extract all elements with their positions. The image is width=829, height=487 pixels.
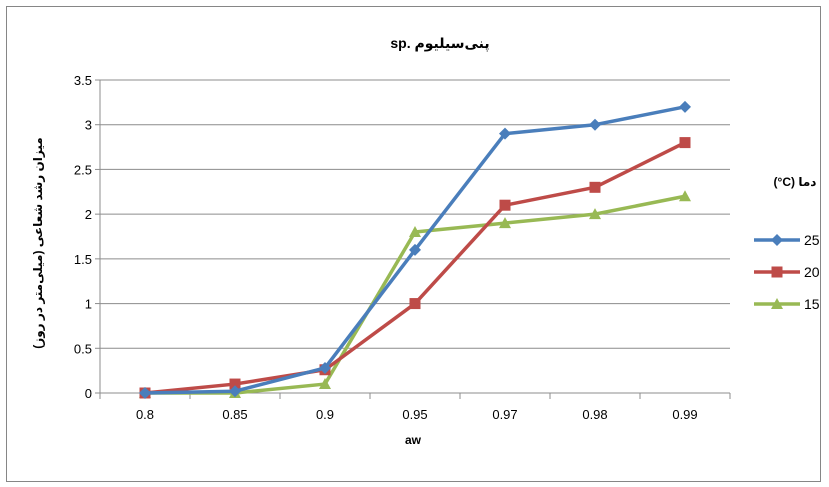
y-tick-label: 1.5: [74, 252, 92, 267]
y-tick-label: 0: [85, 386, 92, 401]
x-tick-label: 0.99: [672, 407, 697, 422]
series-20: [139, 137, 691, 399]
legend-title: دما (C°): [774, 175, 817, 189]
legend-label: 15: [804, 296, 820, 312]
data-point: [499, 127, 511, 140]
legend-marker: [771, 266, 783, 278]
x-tick-labels: 0.8 0.85 0.9 0.95 0.97 0.98 0.99: [136, 407, 698, 422]
data-point: [409, 298, 421, 310]
x-tick-label: 0.98: [582, 407, 607, 422]
chart-frame: [6, 6, 821, 482]
data-point: [499, 217, 511, 229]
data-point: [229, 385, 241, 398]
data-point: [409, 243, 421, 256]
x-tick-label: 0.85: [222, 407, 247, 422]
data-point: [679, 100, 691, 113]
data-point: [679, 137, 691, 149]
legend-item-20: 20: [754, 264, 820, 280]
series-25: [139, 100, 691, 399]
legend-item-25: 25: [754, 232, 820, 248]
legend: دما (C°) 25 20 15: [754, 175, 820, 312]
data-point: [499, 199, 511, 211]
series-line: [145, 194, 686, 395]
data-point: [409, 226, 421, 238]
y-tick-label: 0.5: [74, 341, 92, 356]
data-point: [589, 181, 601, 193]
x-tick-label: 0.95: [402, 407, 427, 422]
legend-label: 25: [804, 232, 820, 248]
data-point: [139, 387, 151, 399]
data-point: [589, 208, 601, 220]
data-point: [319, 361, 331, 374]
y-tick-label: 2.5: [74, 162, 92, 177]
x-tick-label: 0.97: [492, 407, 517, 422]
legend-marker: [771, 234, 783, 246]
y-tick-label: 2: [85, 207, 92, 222]
chart-title: پنی‌سیلیوم .sp: [390, 35, 489, 52]
series-lines: [139, 100, 691, 399]
legend-item-15: 15: [754, 296, 820, 312]
x-tick-label: 0.8: [136, 407, 154, 422]
y-tick-label: 1: [85, 297, 92, 312]
data-point: [229, 378, 241, 390]
y-axis-label: میزان رشد شعاعی (میلی‌متر در روز): [31, 137, 46, 348]
y-tick-label: 3: [85, 118, 92, 133]
y-tick-labels: 0 0.5 1 1.5 2 2.5 3 3.5: [74, 73, 92, 401]
x-tick-label: 0.9: [316, 407, 334, 422]
series-line: [144, 141, 686, 395]
series-15: [139, 190, 691, 398]
data-point: [679, 190, 691, 202]
data-point: [319, 378, 331, 390]
legend-label: 20: [804, 264, 820, 280]
data-point: [589, 118, 601, 131]
legend-marker: [771, 298, 783, 309]
y-tick-label: 3.5: [74, 73, 92, 88]
x-axis-label: aw: [405, 433, 422, 447]
gridlines: [100, 79, 730, 349]
